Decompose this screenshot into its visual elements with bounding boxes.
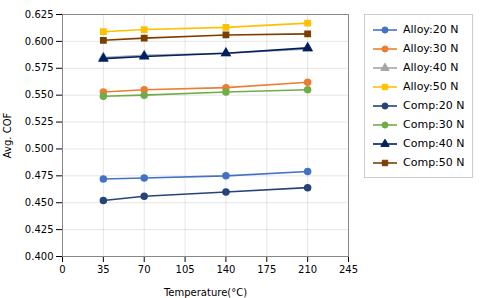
svg-text:175: 175: [257, 264, 276, 275]
svg-text:0.450: 0.450: [25, 197, 54, 208]
html-text:Alloy:50 N: Alloy:50 N: [403, 80, 459, 93]
svg-text:140: 140: [216, 264, 235, 275]
svg-text:0.500: 0.500: [25, 143, 54, 154]
svg-text:245: 245: [339, 264, 358, 275]
svg-text:0.600: 0.600: [25, 36, 54, 47]
svg-text:35: 35: [97, 264, 110, 275]
html-text:Alloy:20 N: Alloy:20 N: [403, 23, 459, 36]
svg-text:0.550: 0.550: [25, 89, 54, 100]
svg-text:0: 0: [59, 264, 65, 275]
html-text:Comp:30 N: Comp:30 N: [403, 118, 465, 131]
svg-text:Avg. COF: Avg. COF: [2, 113, 13, 159]
svg-text:0.400: 0.400: [25, 251, 54, 262]
svg-text:0.575: 0.575: [25, 62, 54, 73]
html-text:Alloy:40 N: Alloy:40 N: [403, 61, 459, 74]
svg-text:Temperature(°C): Temperature(°C): [163, 287, 247, 298]
svg-text:0.475: 0.475: [25, 170, 54, 181]
svg-text:0.525: 0.525: [25, 116, 54, 127]
svg-text:70: 70: [138, 264, 151, 275]
html-text:Comp:50 N: Comp:50 N: [403, 156, 465, 169]
svg-text:105: 105: [176, 264, 195, 275]
html-text:Alloy:30 N: Alloy:30 N: [403, 42, 459, 55]
html-text:Comp:40 N: Comp:40 N: [403, 137, 465, 150]
svg-text:0.625: 0.625: [25, 9, 54, 20]
svg-text:0.425: 0.425: [25, 224, 54, 235]
html-text:Comp:20 N: Comp:20 N: [403, 99, 465, 112]
svg-text:210: 210: [298, 264, 317, 275]
